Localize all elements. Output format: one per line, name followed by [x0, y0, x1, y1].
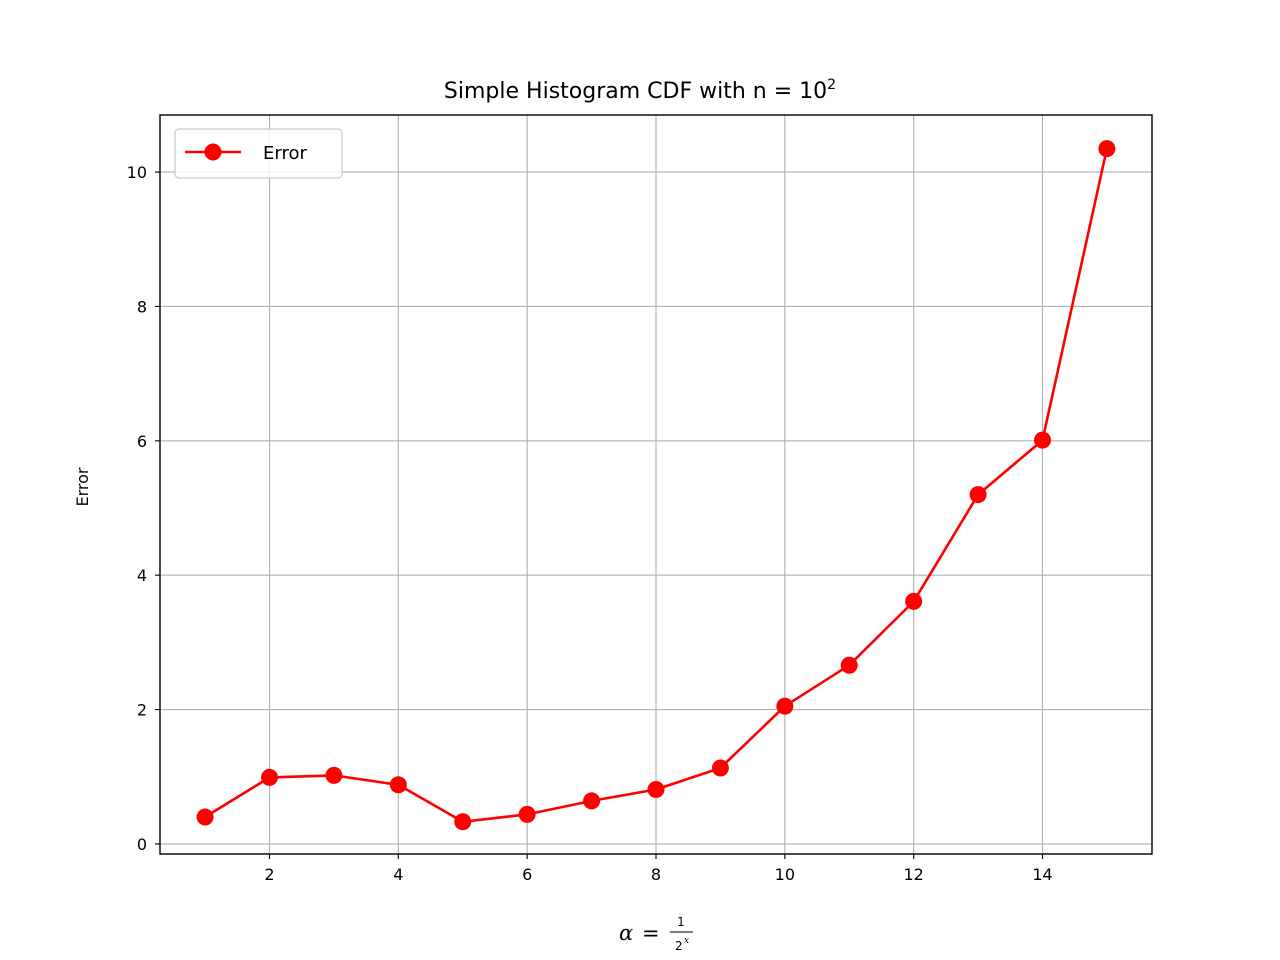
data-point — [325, 766, 343, 784]
data-point — [711, 759, 729, 777]
x-axis-label: α = 1 2 x — [619, 915, 693, 953]
axis-ticks: 2 4 6 8 10 12 14 0 2 4 6 8 10 — [127, 163, 1053, 884]
data-point — [583, 792, 601, 810]
x-tick-label: 2 — [264, 865, 274, 884]
data-point — [840, 656, 858, 674]
data-point — [647, 781, 665, 799]
y-tick-label: 0 — [137, 835, 147, 854]
y-tick-label: 10 — [127, 163, 147, 182]
y-tick-label: 4 — [137, 566, 147, 585]
data-point — [196, 808, 214, 826]
data-point — [454, 813, 472, 831]
chart-title-superscript: 2 — [827, 77, 836, 93]
data-point — [518, 805, 536, 823]
x-tick-label: 14 — [1032, 865, 1052, 884]
x-tick-label: 6 — [522, 865, 532, 884]
x-axis-label-alpha: α — [619, 921, 633, 945]
y-tick-label: 8 — [137, 297, 147, 316]
legend-marker-swatch — [204, 143, 222, 161]
x-axis-label-exponent: x — [684, 936, 689, 946]
legend-label: Error — [263, 143, 307, 164]
x-axis-label-numerator: 1 — [677, 915, 685, 929]
data-point — [905, 592, 923, 610]
y-tick-label: 2 — [137, 701, 147, 720]
x-tick-label: 10 — [775, 865, 795, 884]
series-layer — [196, 140, 1116, 831]
x-tick-label: 8 — [651, 865, 661, 884]
x-tick-label: 12 — [903, 865, 923, 884]
chart-title: Simple Histogram CDF with n = 102 — [444, 77, 836, 104]
data-point — [969, 486, 987, 504]
y-axis-label: Error — [73, 467, 92, 506]
data-point — [776, 697, 794, 715]
data-point — [1033, 431, 1051, 449]
legend-box — [174, 128, 343, 179]
data-point — [389, 776, 407, 794]
y-tick-label: 6 — [137, 432, 147, 451]
data-point — [1098, 140, 1116, 158]
x-axis-label-equals: = — [642, 921, 660, 945]
x-axis-label-denominator: 2 — [675, 939, 683, 953]
data-point — [261, 768, 279, 786]
legend: Error — [174, 128, 343, 179]
x-tick-label: 4 — [393, 865, 403, 884]
